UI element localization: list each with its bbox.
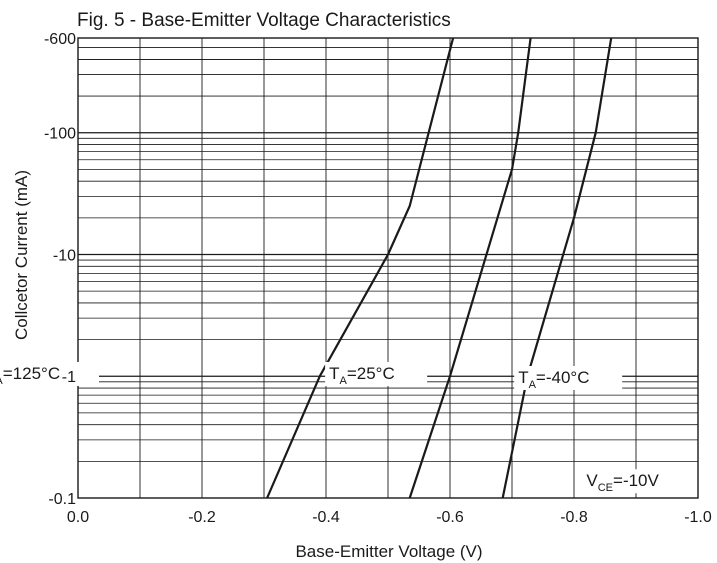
y-tick-label: -100 (44, 126, 76, 143)
chart-title: Fig. 5 - Base-Emitter Voltage Characteri… (77, 10, 451, 31)
x-tick-label: -0.4 (312, 509, 340, 526)
x-tick-label: -0.8 (560, 509, 588, 526)
y-tick-label: -1 (62, 369, 76, 386)
y-tick-label: -600 (44, 31, 76, 48)
y-tick-labels: -0.1 -1 -10 -100 -600 (44, 31, 76, 508)
x-tick-labels: 0.0 -0.2 -0.4 -0.6 -0.8 -1.0 (67, 509, 712, 526)
annotation-background (0, 361, 99, 386)
x-tick-label: -0.6 (436, 509, 464, 526)
x-tick-label: 0.0 (67, 509, 89, 526)
series-line-3 (501, 37, 613, 499)
annotation-layer: TA=125°C TA=25°C TA=-40°C VCE=-10V (0, 361, 693, 494)
y-tick-label: -10 (53, 247, 76, 264)
series-annotation-4: VCE=-10V (586, 471, 659, 494)
annotation-background (582, 469, 693, 494)
annotation-background (514, 366, 623, 391)
plot-frame (77, 37, 699, 499)
x-tick-label: -1.0 (684, 509, 712, 526)
y-tick-label: -0.1 (48, 491, 76, 508)
x-axis-label: Base-Emitter Voltage (V) (295, 542, 482, 561)
series-layer (266, 37, 613, 499)
series-annotation-3: TA=-40°C (518, 368, 589, 391)
x-tick-label: -0.2 (188, 509, 216, 526)
series-annotation-1: TA=125°C (0, 364, 60, 387)
series-line-2 (408, 37, 532, 499)
annotation-background (325, 361, 428, 386)
series-line-1 (266, 37, 455, 499)
y-axis-label: Collcetor Current (mA) (12, 170, 31, 340)
series-annotation-2: TA=25°C (329, 364, 395, 387)
